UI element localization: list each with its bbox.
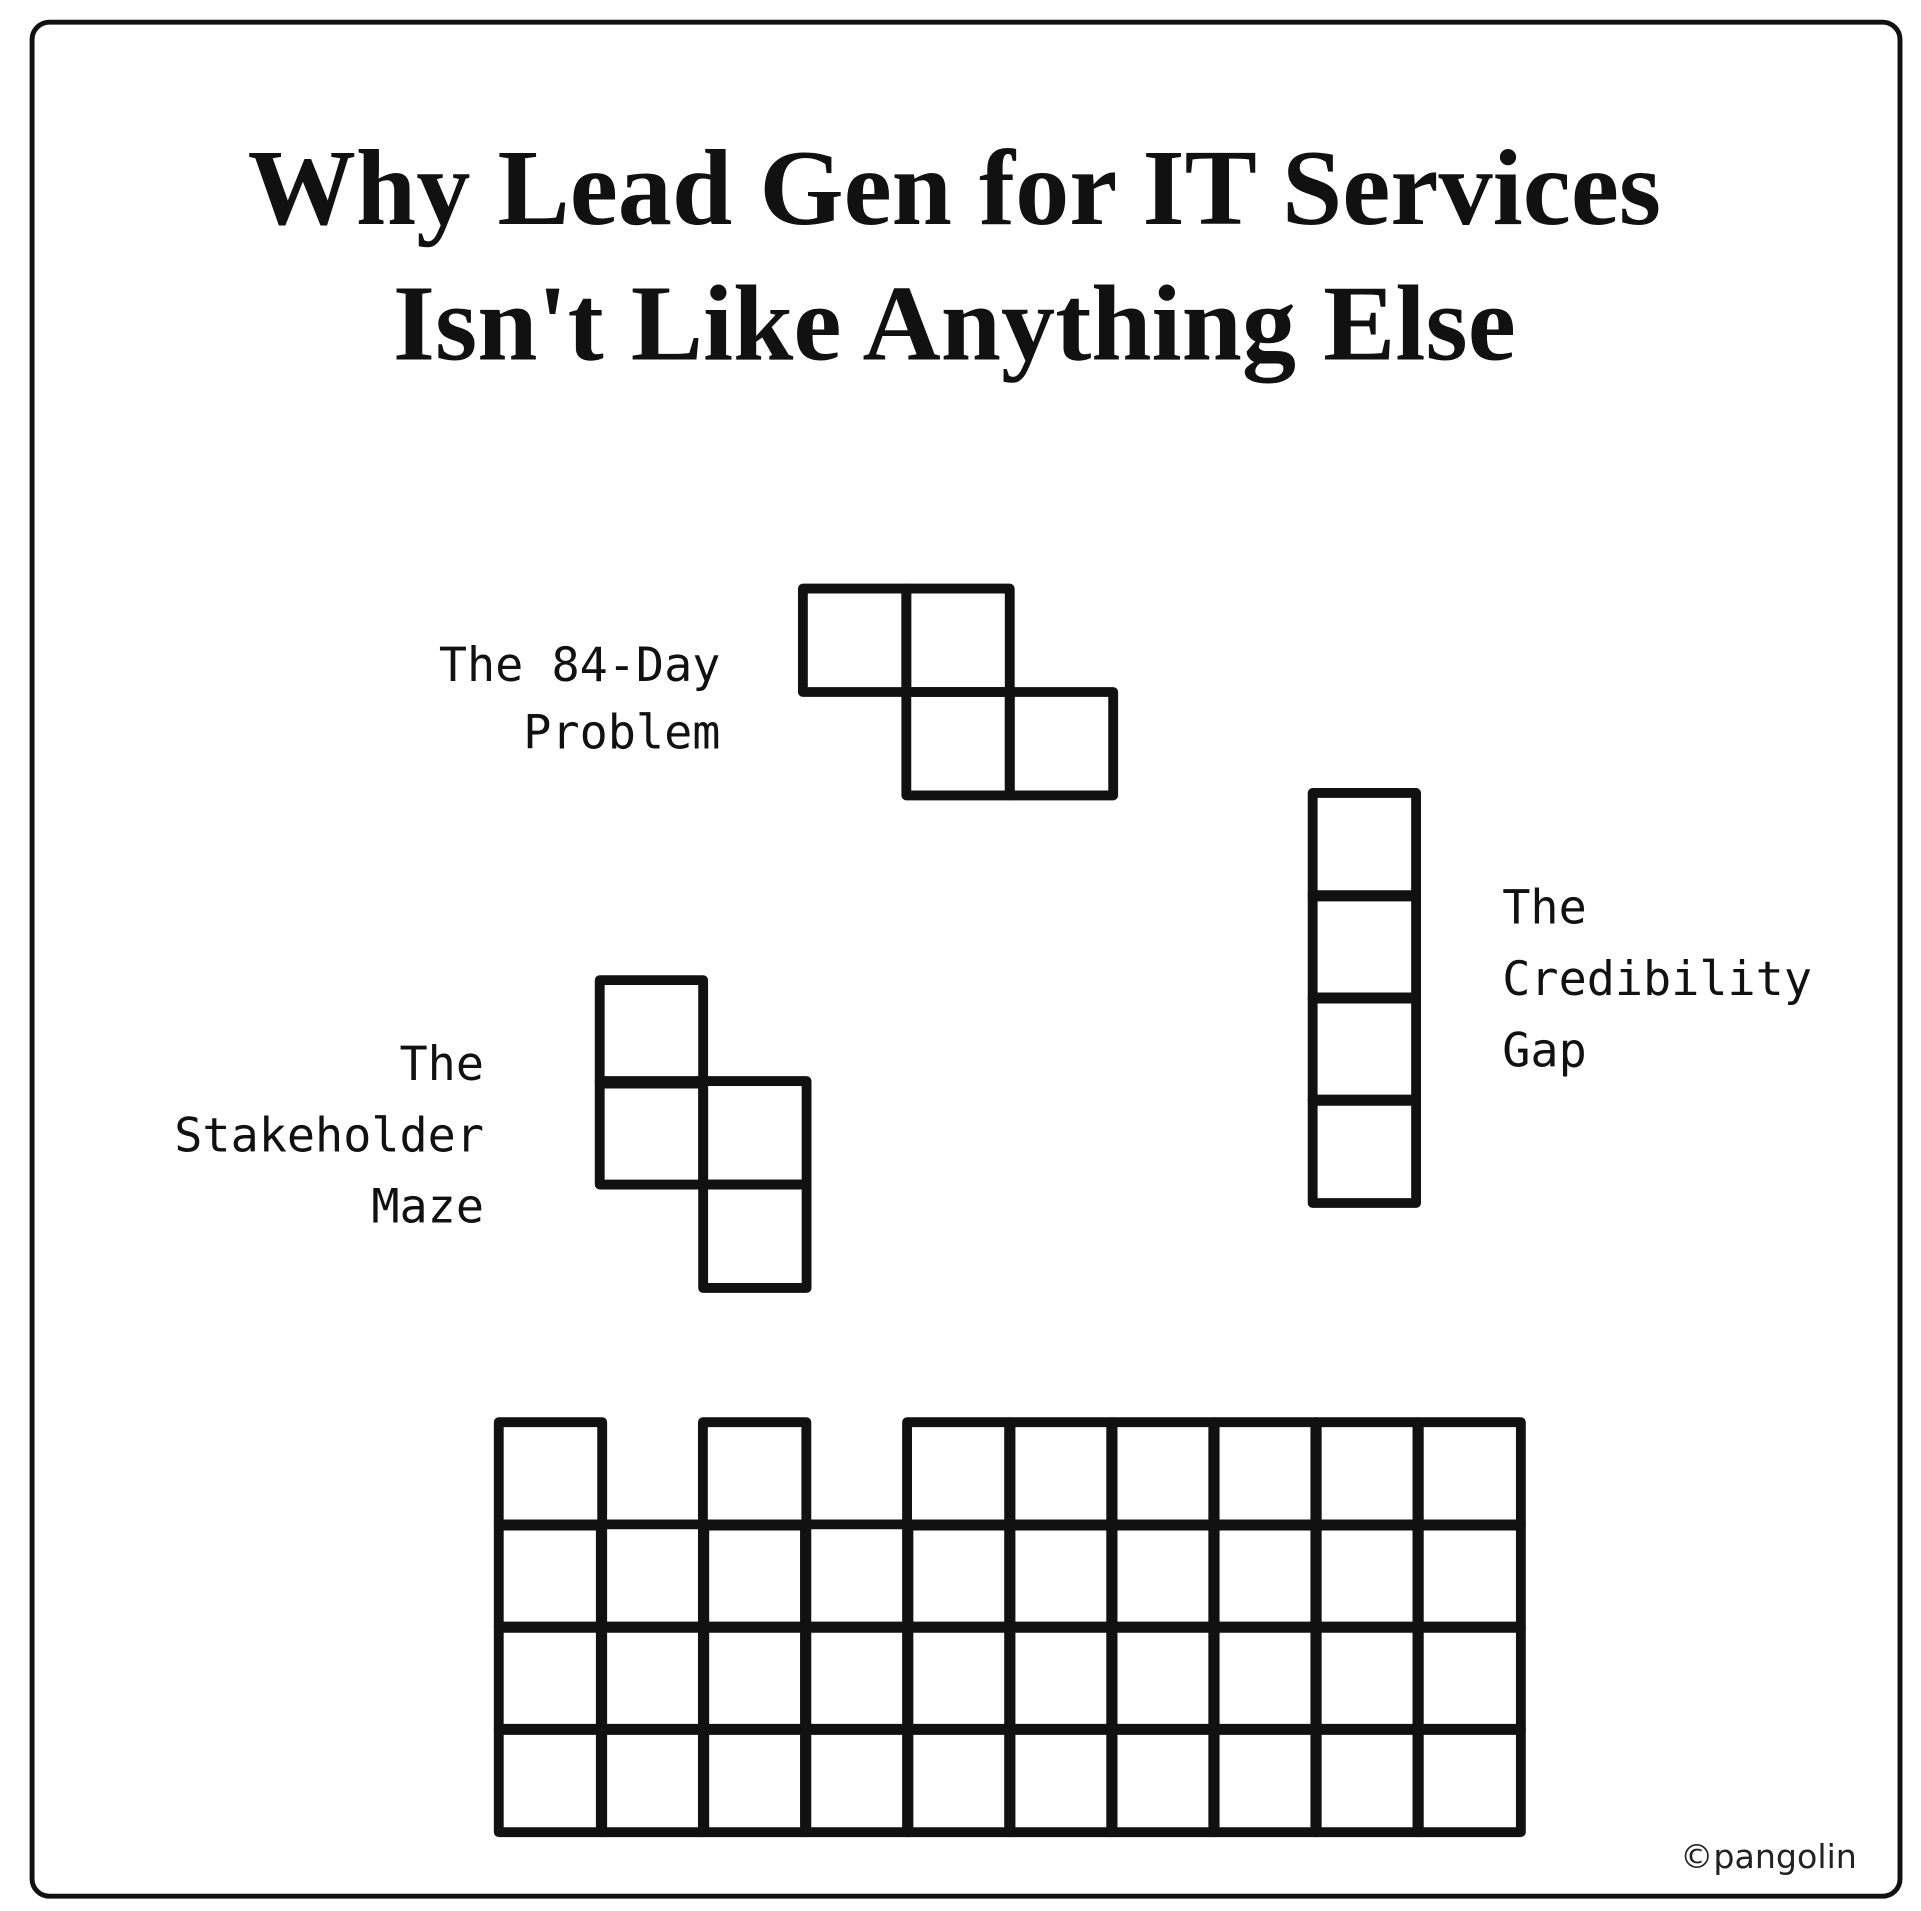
i-block xyxy=(1307,1094,1422,1208)
i-block xyxy=(1307,992,1422,1106)
z-block xyxy=(901,687,1015,801)
s-block xyxy=(698,1076,812,1190)
stack-block xyxy=(1004,1417,1118,1531)
stack-block xyxy=(902,1519,1016,1633)
stack-block xyxy=(595,1621,710,1735)
stack-block xyxy=(697,1519,812,1633)
label: Problem xyxy=(523,707,720,761)
stack-block xyxy=(800,1621,914,1735)
stack-block xyxy=(1106,1519,1220,1633)
stack-block xyxy=(1208,1519,1322,1633)
stack-block xyxy=(697,1621,812,1735)
stack-block xyxy=(1106,1417,1220,1531)
stack-block xyxy=(1412,1417,1526,1531)
stack-block xyxy=(800,1723,914,1838)
stack-block xyxy=(697,1417,812,1531)
stack-block xyxy=(1412,1621,1526,1735)
stack-block xyxy=(1310,1621,1424,1735)
stack-block xyxy=(902,1621,1016,1735)
z-block xyxy=(901,583,1015,697)
stack-block xyxy=(493,1621,608,1735)
stack-block xyxy=(800,1519,914,1633)
stack-block xyxy=(1310,1723,1424,1838)
label: Credibility xyxy=(1502,953,1812,1007)
label: The 84-Day xyxy=(439,639,721,693)
stack-block xyxy=(595,1519,710,1633)
stack-block xyxy=(1004,1621,1118,1735)
i-block xyxy=(1307,788,1422,902)
stack-block xyxy=(697,1723,812,1838)
stack-block xyxy=(1106,1621,1220,1735)
stack-block xyxy=(595,1723,710,1838)
stack-block xyxy=(1412,1519,1526,1633)
stack-block xyxy=(1208,1621,1322,1735)
title-line: Why Lead Gen for IT Services xyxy=(248,128,1662,248)
stack-block xyxy=(1412,1723,1526,1838)
stack-block xyxy=(493,1417,608,1531)
blocks xyxy=(493,583,1526,1838)
label: The xyxy=(400,1038,484,1092)
stack-block xyxy=(1106,1723,1220,1838)
stack-block xyxy=(1208,1723,1322,1838)
i-block xyxy=(1307,890,1422,1004)
s-block xyxy=(594,975,709,1089)
stack-block xyxy=(902,1723,1016,1838)
stack-block xyxy=(1310,1417,1424,1531)
stack-block xyxy=(1310,1519,1424,1633)
stack-block xyxy=(1004,1723,1118,1838)
label: Maze xyxy=(371,1181,484,1235)
z-block xyxy=(1004,687,1119,801)
stack-block xyxy=(1208,1417,1322,1531)
z-block xyxy=(797,583,912,697)
stack-block xyxy=(493,1519,608,1633)
stack-block xyxy=(1004,1519,1118,1633)
stack-block xyxy=(902,1417,1016,1531)
frame xyxy=(29,19,1903,1899)
label: Stakeholder xyxy=(174,1109,484,1163)
label: Gap xyxy=(1502,1024,1586,1078)
s-block xyxy=(698,1179,812,1293)
stack-block xyxy=(493,1723,608,1838)
copyright: ©pangolin xyxy=(1680,1837,1857,1876)
s-block xyxy=(594,1076,709,1190)
label: The xyxy=(1502,881,1586,935)
title-line: Isn't Like Anything Else xyxy=(393,264,1516,384)
